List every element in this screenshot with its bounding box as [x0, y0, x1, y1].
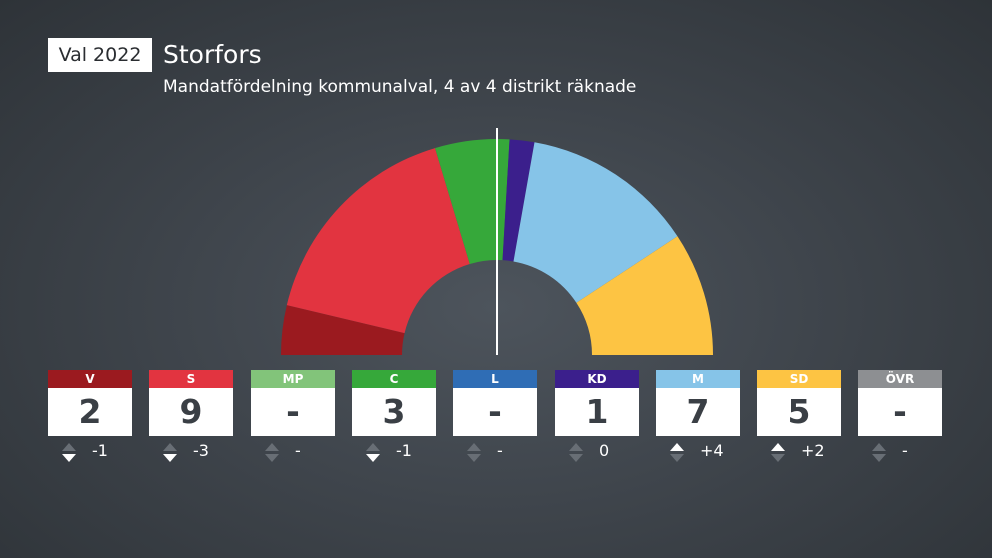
- party-change: +2: [757, 436, 841, 464]
- change-arrows-icon: [771, 443, 785, 463]
- party-seats: 7: [656, 388, 740, 436]
- party-seats: -: [251, 388, 335, 436]
- change-value: +4: [700, 441, 724, 460]
- arrow-up-icon: [265, 443, 279, 451]
- party-seats: -: [858, 388, 942, 436]
- party-box-kd: KD 1 0: [555, 370, 639, 464]
- change-value: +2: [801, 441, 825, 460]
- change-arrows-icon: [569, 443, 583, 463]
- seat-arc-kd: [502, 139, 535, 262]
- page-subtitle: Mandatfördelning kommunalval, 4 av 4 dis…: [163, 77, 637, 97]
- party-box-mp: MP - -: [251, 370, 335, 464]
- change-arrows-icon: [265, 443, 279, 463]
- party-change: 0: [555, 436, 639, 464]
- change-value: -1: [92, 441, 108, 460]
- seat-arc-c: [435, 139, 510, 264]
- seat-arc-v: [281, 305, 405, 355]
- party-box-s: S 9 -3: [149, 370, 233, 464]
- party-change: +4: [656, 436, 740, 464]
- party-code: L: [453, 370, 537, 388]
- party-seats: 1: [555, 388, 639, 436]
- change-value: -3: [193, 441, 209, 460]
- change-arrows-icon: [62, 443, 76, 463]
- party-code: C: [352, 370, 436, 388]
- party-box-sd: SD 5 +2: [757, 370, 841, 464]
- party-change: -1: [352, 436, 436, 464]
- party-seats: 5: [757, 388, 841, 436]
- arrow-up-icon: [771, 443, 785, 451]
- change-value: -: [497, 441, 503, 460]
- party-seats: -: [453, 388, 537, 436]
- change-arrows-icon: [872, 443, 886, 463]
- party-box-m: M 7 +4: [656, 370, 740, 464]
- party-code: M: [656, 370, 740, 388]
- arrow-down-icon: [62, 454, 76, 462]
- party-change: -1: [48, 436, 132, 464]
- seat-arc-s: [286, 148, 470, 334]
- change-arrows-icon: [163, 443, 177, 463]
- party-code: ÖVR: [858, 370, 942, 388]
- party-change: -: [858, 436, 942, 464]
- change-arrows-icon: [467, 443, 481, 463]
- party-seats: 9: [149, 388, 233, 436]
- party-seats: 2: [48, 388, 132, 436]
- party-code: S: [149, 370, 233, 388]
- party-box-v: V 2 -1: [48, 370, 132, 464]
- arrow-up-icon: [872, 443, 886, 451]
- arrow-down-icon: [771, 454, 785, 462]
- change-value: -: [902, 441, 908, 460]
- party-code: MP: [251, 370, 335, 388]
- arrow-up-icon: [467, 443, 481, 451]
- arrow-up-icon: [62, 443, 76, 451]
- arrow-up-icon: [163, 443, 177, 451]
- page-title: Storfors: [163, 40, 262, 69]
- party-code: SD: [757, 370, 841, 388]
- arrow-down-icon: [366, 454, 380, 462]
- seat-arc-sd: [576, 236, 713, 355]
- arrow-down-icon: [467, 454, 481, 462]
- arrow-down-icon: [163, 454, 177, 462]
- arrow-down-icon: [569, 454, 583, 462]
- arrow-down-icon: [872, 454, 886, 462]
- party-change: -3: [149, 436, 233, 464]
- seat-arc-m: [513, 142, 678, 303]
- party-code: V: [48, 370, 132, 388]
- party-box-c: C 3 -1: [352, 370, 436, 464]
- arrow-up-icon: [569, 443, 583, 451]
- party-code: KD: [555, 370, 639, 388]
- change-value: -: [295, 441, 301, 460]
- party-box-l: L--: [453, 370, 537, 464]
- change-arrows-icon: [366, 443, 380, 463]
- party-box-övr: ÖVR - -: [858, 370, 942, 464]
- party-seats: 3: [352, 388, 436, 436]
- party-change: -: [251, 436, 335, 464]
- change-arrows-icon: [670, 443, 684, 463]
- change-value: 0: [599, 441, 610, 460]
- change-value: -1: [396, 441, 412, 460]
- arrow-down-icon: [265, 454, 279, 462]
- party-change: -: [453, 436, 537, 464]
- arrow-up-icon: [670, 443, 684, 451]
- year-badge: Val 2022: [48, 38, 152, 72]
- arrow-down-icon: [670, 454, 684, 462]
- arrow-up-icon: [366, 443, 380, 451]
